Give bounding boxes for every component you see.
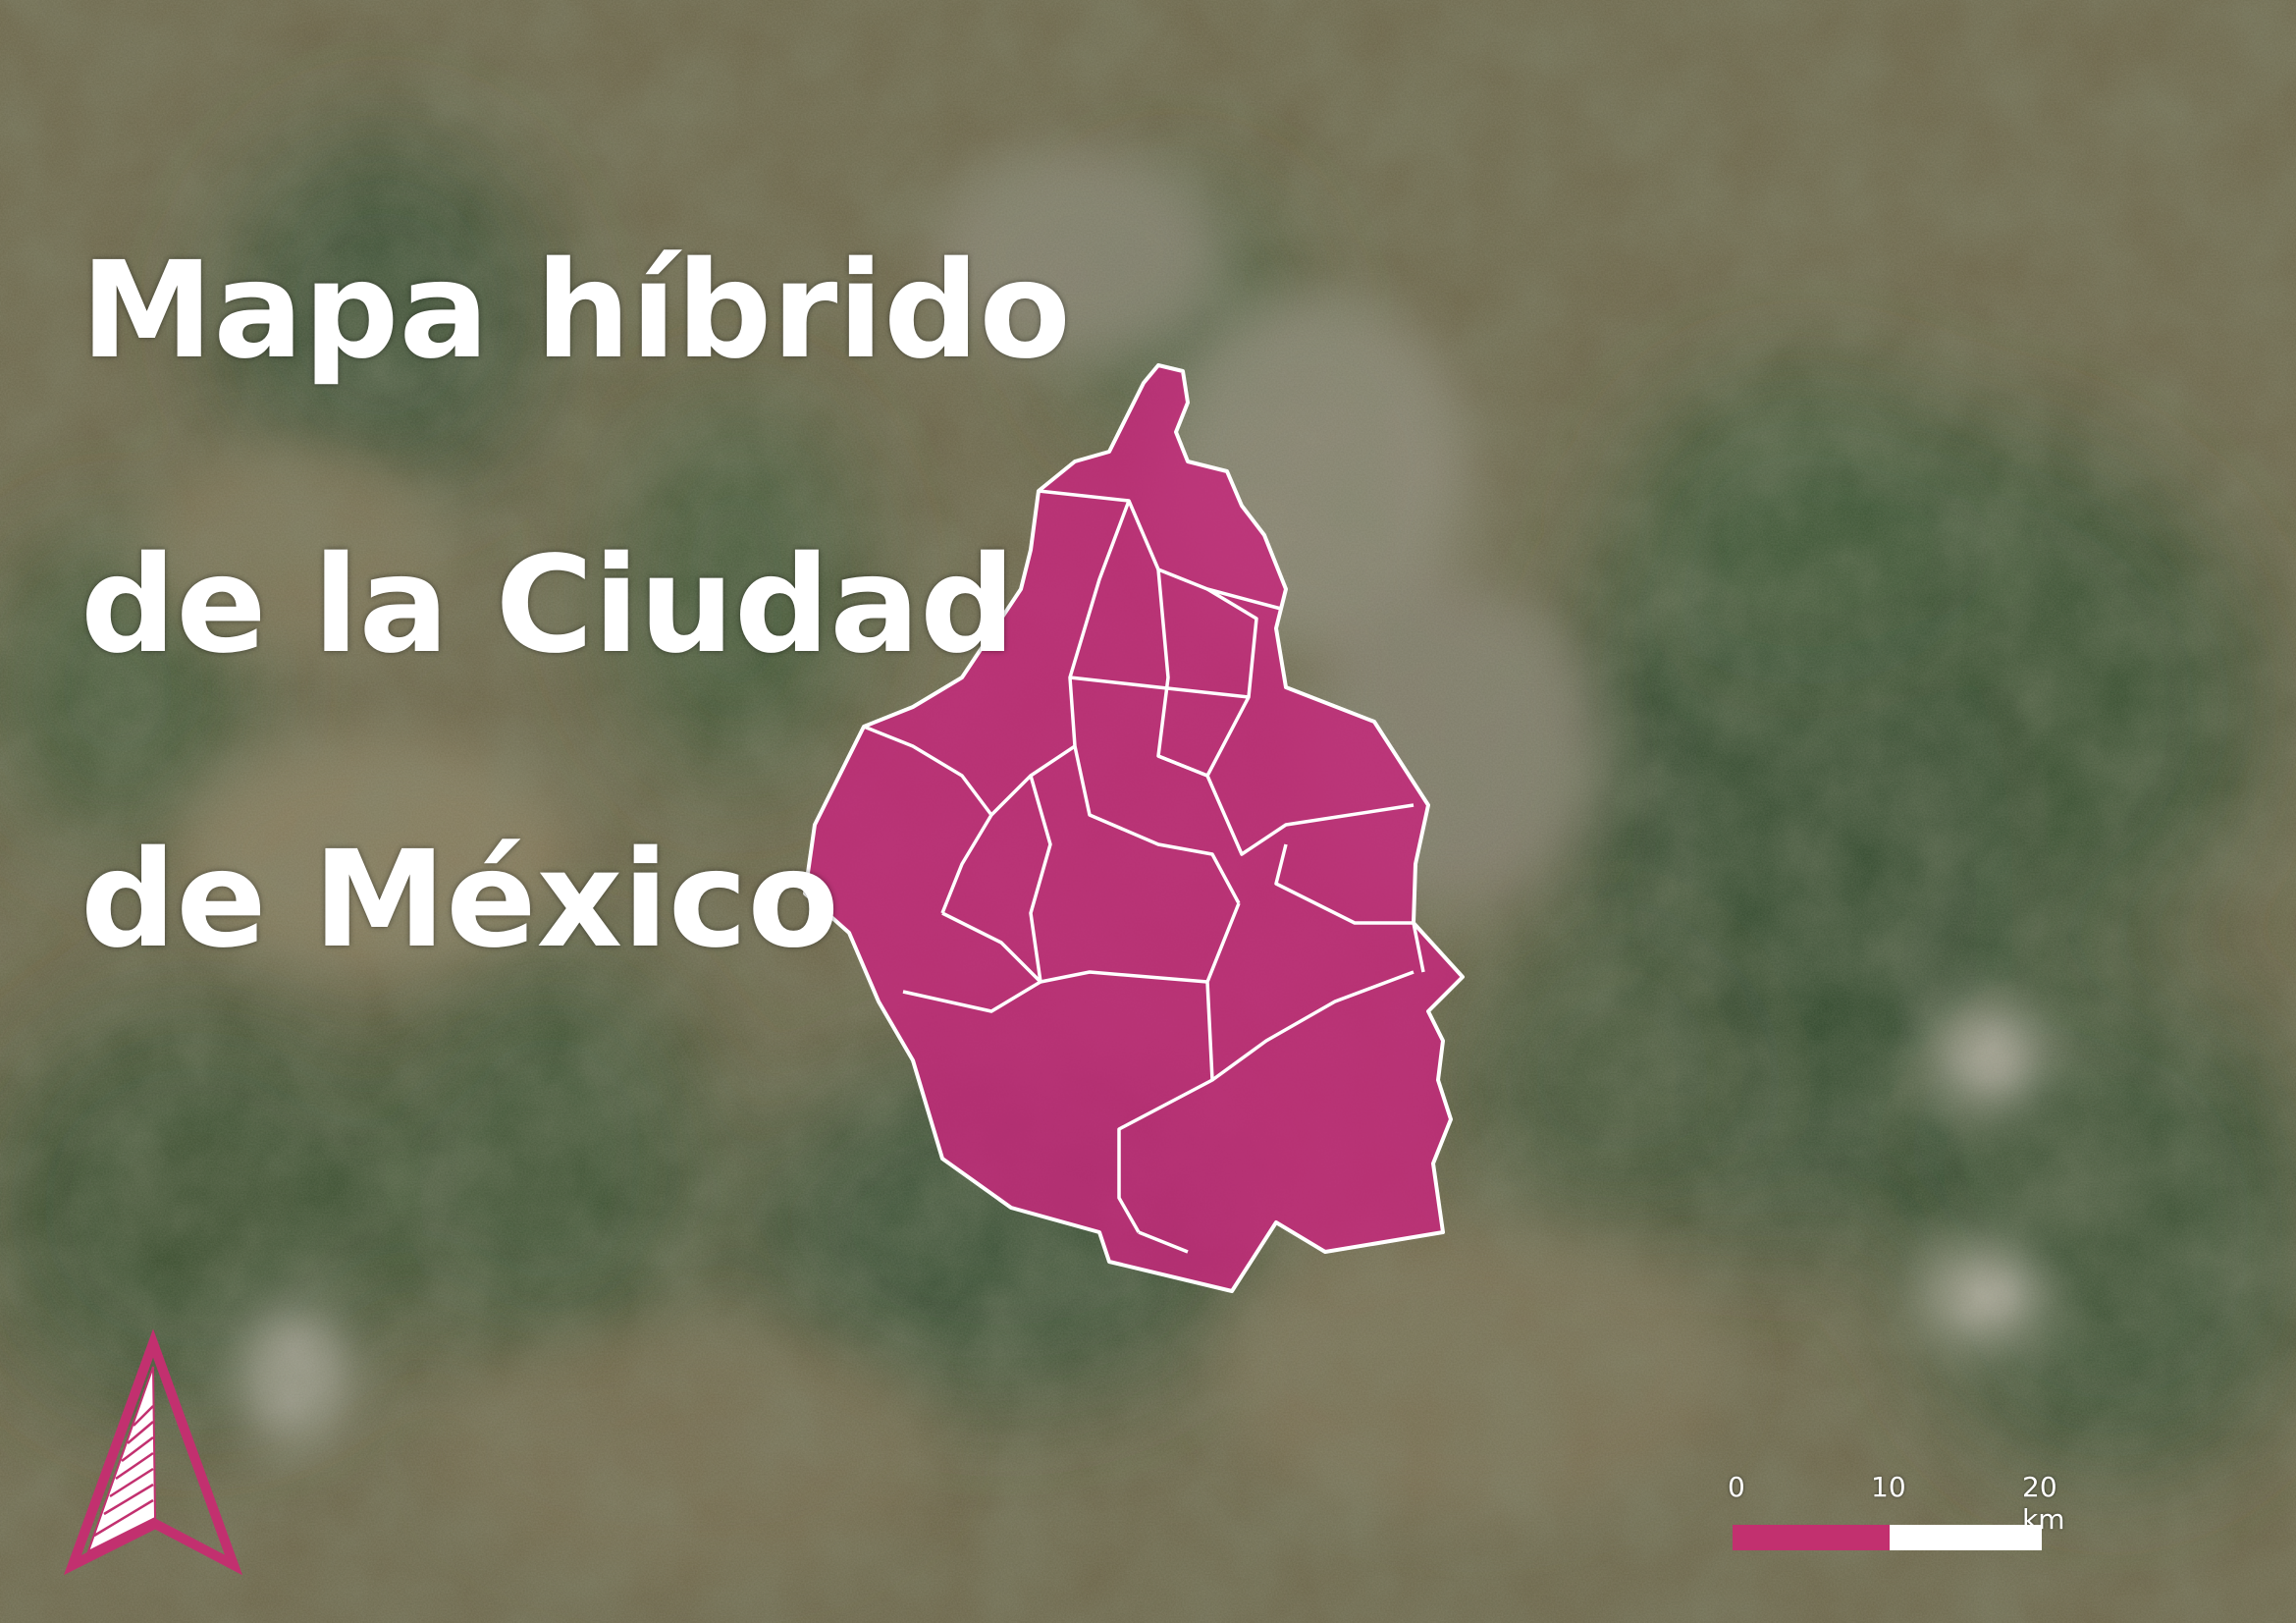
- title-line-3: de México: [80, 823, 839, 978]
- scale-segment-primary: [1733, 1525, 1890, 1550]
- north-arrow-icon: [64, 1328, 243, 1576]
- scale-label-20: 20 km: [2022, 1471, 2065, 1536]
- scale-bar: 0 10 20 km: [1728, 1471, 2065, 1559]
- scale-label-10: 10: [1871, 1471, 1906, 1503]
- borough-borders: [863, 489, 1425, 1254]
- title-line-1: Mapa híbrido: [80, 234, 1071, 389]
- cdmx-boundary[interactable]: [803, 363, 1465, 1293]
- title-line-2: de la Ciudad: [80, 528, 1016, 683]
- scale-segment-secondary: [1890, 1525, 2042, 1550]
- scale-label-0: 0: [1728, 1471, 1745, 1503]
- map-title: Mapa híbrido de la Ciudad de México: [80, 90, 1071, 1121]
- cdmx-polygon: [803, 363, 1465, 1293]
